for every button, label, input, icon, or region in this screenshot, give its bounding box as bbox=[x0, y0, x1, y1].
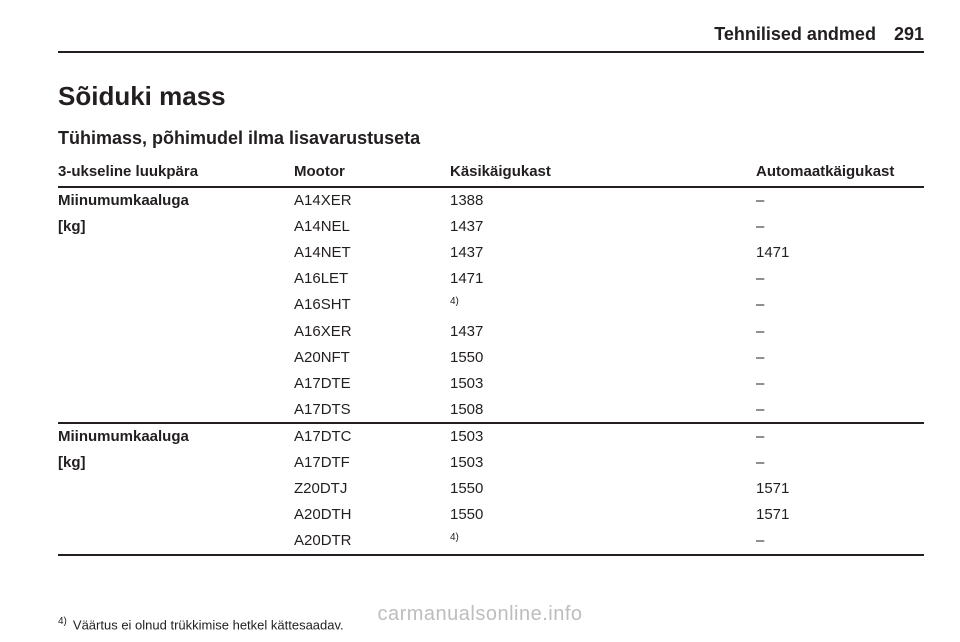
cell-auto: – bbox=[756, 319, 924, 345]
col-header-body: 3-ukseline luukpära bbox=[58, 159, 294, 187]
weights-table: 3-ukseline luukpära Mootor Käsikäigukast… bbox=[58, 159, 924, 556]
table-row: A16XER 1437 – bbox=[58, 319, 924, 345]
footnote-number: 4) bbox=[58, 616, 67, 627]
cell-auto: – bbox=[756, 187, 924, 214]
cell-auto: 1471 bbox=[756, 240, 924, 266]
cell-engine: Z20DTJ bbox=[294, 476, 450, 502]
cell-manual: 1471 bbox=[450, 266, 756, 292]
table-row: Miinumumkaaluga A14XER 1388 – bbox=[58, 187, 924, 214]
group-label-line2: [kg] bbox=[58, 218, 86, 235]
cell-engine: A16LET bbox=[294, 266, 450, 292]
cell-manual: 1550 bbox=[450, 345, 756, 371]
group-label-line1: Miinumumkaaluga bbox=[58, 192, 189, 209]
heading-vehicle-mass: Sõiduki mass bbox=[58, 81, 924, 112]
table-row: A20DTH 1550 1571 bbox=[58, 502, 924, 528]
cell-auto: – bbox=[756, 292, 924, 319]
cell-engine: A17DTS bbox=[294, 397, 450, 424]
table-row: A16SHT 4) – bbox=[58, 292, 924, 319]
header-section-title: Tehnilised andmed bbox=[714, 24, 876, 45]
row-label: [kg] bbox=[58, 214, 294, 240]
cell-engine: A17DTF bbox=[294, 450, 450, 476]
cell-auto: 1571 bbox=[756, 502, 924, 528]
col-header-manual: Käsikäigukast bbox=[450, 159, 756, 187]
table-row: A14NET 1437 1471 bbox=[58, 240, 924, 266]
cell-manual: 1550 bbox=[450, 476, 756, 502]
cell-engine: A14NET bbox=[294, 240, 450, 266]
footnote: 4) Väärtus ei olnud trükkimise hetkel kät… bbox=[58, 616, 924, 632]
cell-manual: 1388 bbox=[450, 187, 756, 214]
table-row: Z20DTJ 1550 1571 bbox=[58, 476, 924, 502]
col-header-auto: Automaatkäigukast bbox=[756, 159, 924, 187]
table-row: [kg] A14NEL 1437 – bbox=[58, 214, 924, 240]
header-page-number: 291 bbox=[894, 24, 924, 45]
cell-auto: – bbox=[756, 266, 924, 292]
table-row: A20NFT 1550 – bbox=[58, 345, 924, 371]
page-header: Tehnilised andmed 291 bbox=[58, 24, 924, 53]
col-header-engine: Mootor bbox=[294, 159, 450, 187]
cell-engine: A20DTH bbox=[294, 502, 450, 528]
cell-engine: A20DTR bbox=[294, 528, 450, 556]
cell-auto: – bbox=[756, 450, 924, 476]
footnote-ref-icon: 4) bbox=[450, 532, 459, 543]
cell-manual: 1503 bbox=[450, 371, 756, 397]
cell-engine: A17DTC bbox=[294, 423, 450, 450]
cell-manual: 1550 bbox=[450, 502, 756, 528]
cell-auto: – bbox=[756, 214, 924, 240]
cell-manual: 1437 bbox=[450, 319, 756, 345]
table-header-row: 3-ukseline luukpära Mootor Käsikäigukast… bbox=[58, 159, 924, 187]
row-label: Miinumumkaaluga bbox=[58, 187, 294, 214]
cell-manual: 1437 bbox=[450, 240, 756, 266]
cell-engine: A20NFT bbox=[294, 345, 450, 371]
table-row: Miinumumkaaluga A17DTC 1503 – bbox=[58, 423, 924, 450]
cell-engine: A17DTE bbox=[294, 371, 450, 397]
table-row: A17DTS 1508 – bbox=[58, 397, 924, 424]
row-label: [kg] bbox=[58, 450, 294, 476]
cell-engine: A16SHT bbox=[294, 292, 450, 319]
group-label-line2: [kg] bbox=[58, 454, 86, 471]
table-row: A20DTR 4) – bbox=[58, 528, 924, 556]
group-label-line1: Miinumumkaaluga bbox=[58, 428, 189, 445]
cell-manual: 1503 bbox=[450, 423, 756, 450]
cell-auto: – bbox=[756, 528, 924, 556]
cell-manual: 1508 bbox=[450, 397, 756, 424]
table-row: [kg] A17DTF 1503 – bbox=[58, 450, 924, 476]
cell-auto: – bbox=[756, 423, 924, 450]
cell-engine: A14NEL bbox=[294, 214, 450, 240]
cell-manual: 4) bbox=[450, 292, 756, 319]
table-row: A17DTE 1503 – bbox=[58, 371, 924, 397]
cell-engine: A16XER bbox=[294, 319, 450, 345]
cell-auto: – bbox=[756, 345, 924, 371]
heading-kerb-weight: Tühimass, põhimudel ilma lisavarustuseta bbox=[58, 128, 924, 149]
footnote-text: Väärtus ei olnud trükkimise hetkel kätte… bbox=[73, 617, 344, 632]
cell-manual: 4) bbox=[450, 528, 756, 556]
page-container: Tehnilised andmed 291 Sõiduki mass Tühim… bbox=[0, 0, 960, 642]
row-label: Miinumumkaaluga bbox=[58, 423, 294, 450]
cell-engine: A14XER bbox=[294, 187, 450, 214]
cell-manual: 1503 bbox=[450, 450, 756, 476]
table-row: A16LET 1471 – bbox=[58, 266, 924, 292]
cell-auto: – bbox=[756, 371, 924, 397]
cell-auto: 1571 bbox=[756, 476, 924, 502]
cell-auto: – bbox=[756, 397, 924, 424]
cell-manual: 1437 bbox=[450, 214, 756, 240]
footnote-ref-icon: 4) bbox=[450, 296, 459, 307]
